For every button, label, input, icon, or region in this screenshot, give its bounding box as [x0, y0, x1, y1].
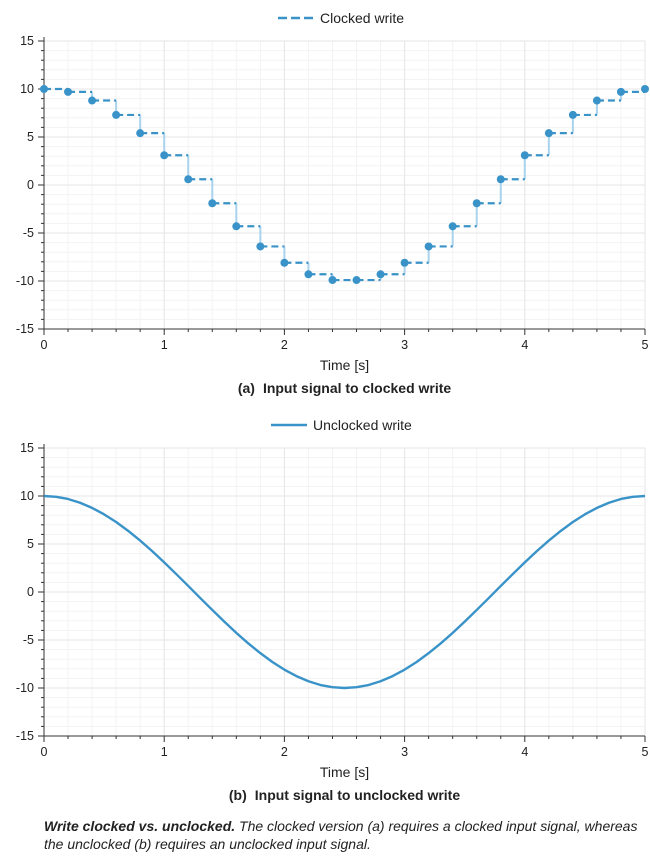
y-tick-label: -10	[16, 681, 34, 695]
data-point	[184, 175, 193, 184]
legend: Unclocked write	[271, 417, 412, 433]
x-axis-title: Time [s]	[320, 357, 369, 373]
grid	[43, 447, 646, 737]
figure-caption: Write clocked vs. unclocked. The clocked…	[44, 817, 644, 853]
legend-label: Unclocked write	[313, 417, 412, 433]
panel-caption-label: (b)	[229, 787, 247, 803]
data-point	[592, 96, 601, 105]
plot-area	[43, 494, 646, 690]
panel-caption-text: Input signal to clocked write	[263, 380, 451, 396]
series-line	[43, 494, 646, 690]
data-point	[328, 276, 337, 285]
data-point	[304, 270, 313, 279]
data-point	[256, 242, 265, 251]
data-point	[160, 151, 169, 160]
data-point	[208, 199, 217, 208]
panel-caption-text: Input signal to unclocked write	[255, 787, 461, 803]
y-tick-label: 0	[27, 178, 34, 192]
data-point	[352, 276, 361, 285]
data-point	[520, 151, 529, 160]
data-point	[544, 129, 553, 138]
x-tick-label: 0	[41, 338, 48, 352]
x-tick-label: 4	[521, 745, 528, 759]
data-point	[232, 222, 241, 231]
data-point	[88, 96, 97, 105]
data-point	[112, 110, 121, 119]
y-tick-label: -15	[16, 729, 34, 743]
data-point	[376, 270, 385, 279]
data-point	[280, 258, 289, 267]
x-tick-label: 2	[281, 338, 288, 352]
data-point	[424, 242, 433, 251]
panel-caption-label: (a)	[238, 380, 255, 396]
data-point	[136, 129, 145, 138]
legend-label: Clocked write	[320, 10, 404, 26]
y-tick-label: 15	[20, 34, 34, 48]
chart-clocked: 15 10 5 0 -5 -10 -15 0 1 2 3 4 5 Time [s] Clocked writ…	[16, 10, 649, 396]
data-point	[64, 87, 73, 96]
x-tick-label: 0	[41, 745, 48, 759]
x-tick-label: 3	[401, 745, 408, 759]
data-point	[616, 87, 625, 96]
x-tick-label: 3	[401, 338, 408, 352]
y-tick-label: 10	[20, 82, 34, 96]
figure-caption-title: Write clocked vs. unclocked.	[44, 818, 236, 834]
y-tick-label: 10	[20, 489, 34, 503]
grid	[43, 40, 646, 330]
y-tick-label: 5	[27, 130, 34, 144]
chart-unclocked: 15 10 5 0 -5 -10 -15 0 1 2 3 4 5 Time [s] Unclocked wr…	[16, 417, 649, 803]
x-tick-label: 1	[161, 338, 168, 352]
panel-caption: (b) Input signal to unclocked write	[229, 787, 460, 803]
y-tick-label: -10	[16, 274, 34, 288]
y-tick-label: 5	[27, 537, 34, 551]
y-tick-label: 0	[27, 585, 34, 599]
x-tick-label: 1	[161, 745, 168, 759]
x-tick-label: 5	[642, 338, 649, 352]
figure-caption-text: The clocked version (a) requires a clock…	[44, 818, 638, 852]
data-point	[40, 85, 48, 93]
data-point	[568, 110, 577, 119]
data-point	[472, 199, 481, 208]
y-tick-label: -5	[23, 226, 34, 240]
y-tick-label: 15	[20, 441, 34, 455]
data-point	[496, 175, 505, 184]
x-tick-label: 5	[642, 745, 649, 759]
plot-area	[40, 85, 649, 285]
data-point	[641, 85, 649, 93]
data-point	[400, 258, 409, 267]
x-tick-label: 2	[281, 745, 288, 759]
y-tick-label: -15	[16, 322, 34, 336]
x-axis-title: Time [s]	[320, 764, 369, 780]
y-tick-label: -5	[23, 633, 34, 647]
legend: Clocked write	[278, 10, 404, 26]
panel-caption: (a) Input signal to clocked write	[238, 380, 452, 396]
data-point	[448, 222, 457, 231]
x-tick-label: 4	[521, 338, 528, 352]
